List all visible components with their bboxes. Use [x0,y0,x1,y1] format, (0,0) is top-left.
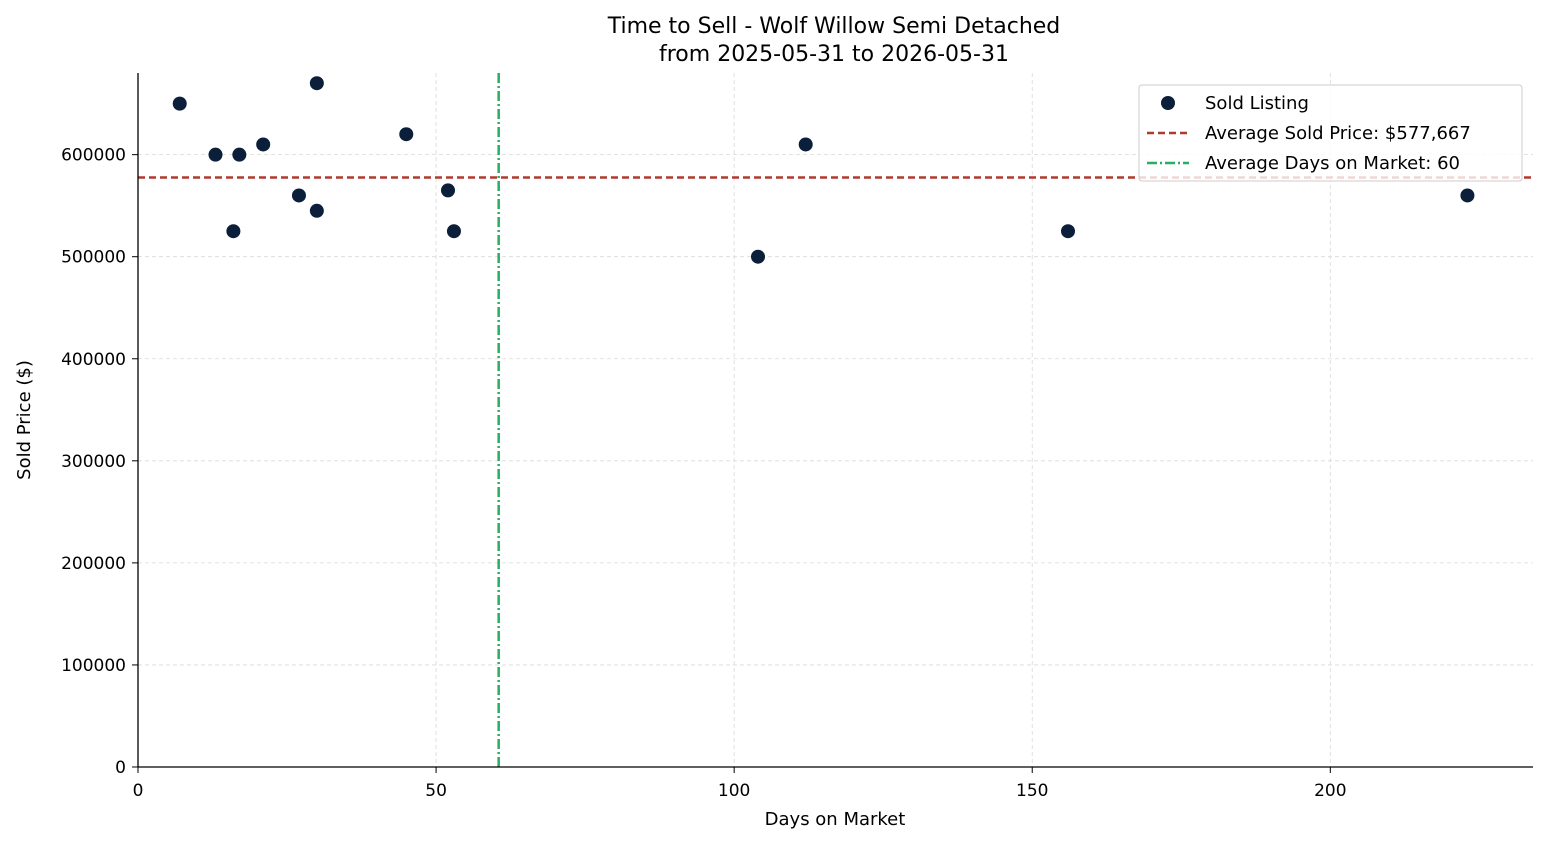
data-point [208,147,223,162]
reference-lines [138,73,1533,767]
data-point [1061,224,1075,239]
legend: Sold Listing Average Sold Price: $577,66… [1138,84,1523,182]
data-point [441,183,455,198]
y-tick-label: 100000 [61,656,126,676]
chart-subtitle: from 2025-05-31 to 2026-05-31 [659,42,1009,67]
axes [132,73,1533,773]
data-point [172,96,187,111]
data-point [399,127,414,142]
chart-title: Time to Sell - Wolf Willow Semi Detached [607,14,1061,39]
y-tick-label: 400000 [61,350,126,370]
data-point [256,137,271,152]
legend-label-average-price: Average Sold Price: $577,667 [1205,123,1471,144]
y-tick-label: 300000 [61,452,126,472]
legend-label-sold-listing: Sold Listing [1205,93,1309,114]
data-point [226,224,241,239]
data-point [446,224,461,239]
legend-box [1138,84,1523,182]
y-tick-label: 500000 [61,248,126,268]
y-tick-label: 0 [115,758,126,778]
data-point [798,137,813,152]
legend-label-average-days: Average Days on Market: 60 [1205,153,1460,174]
tick-labels: 0 50 100 150 200 0 100000 200000 300000 400000 500… [61,146,1346,801]
y-tick-label: 200000 [61,554,126,574]
x-axis-label: Days on Market [765,809,906,830]
y-axis-label: Sold Price ($) [14,360,35,480]
data-points [172,76,1475,264]
x-tick-label: 0 [133,781,144,801]
data-point [751,249,765,264]
x-tick-label: 50 [425,781,447,801]
legend-marker-sold-listing [1161,96,1175,110]
x-tick-label: 100 [718,781,750,801]
x-tick-label: 150 [1016,781,1048,801]
data-point [1460,188,1475,203]
data-point [309,203,324,218]
data-point [232,147,247,162]
data-point [291,188,306,203]
data-point [309,76,324,91]
x-tick-label: 200 [1314,781,1346,801]
y-tick-label: 600000 [61,146,126,166]
